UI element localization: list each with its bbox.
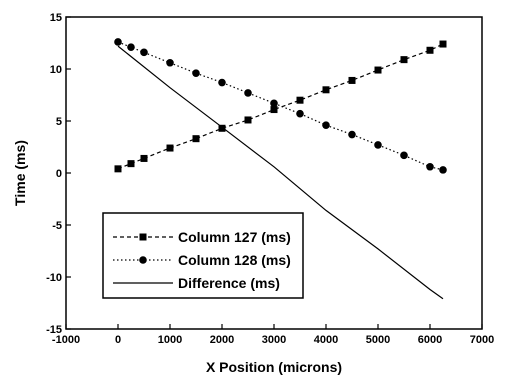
data-point [127,43,135,51]
data-point [114,38,122,46]
x-tick-label: 0 [115,334,121,346]
legend-label: Column 127 (ms) [178,229,291,245]
data-point [426,162,434,171]
data-point [127,160,135,168]
x-tick-label: 5000 [366,334,390,346]
data-point [140,154,148,162]
legend-label: Column 128 (ms) [178,252,291,268]
x-tick-label: -1000 [52,334,80,346]
data-point [426,46,434,54]
x-axis-title: X Position (microns) [206,359,342,375]
x-tick-label: 4000 [314,334,338,346]
data-point [439,166,447,174]
data-point [296,109,304,118]
x-tick-label: 1000 [158,334,182,346]
legend: Column 127 (ms) Column 128 (ms) Difference… [102,212,304,299]
data-point [374,66,382,74]
data-point [140,48,148,57]
y-axis-title: Time (ms) [12,140,28,206]
data-point [348,76,356,84]
data-point [270,106,278,114]
x-tick-label: 2000 [210,334,234,346]
data-point [114,165,122,173]
series-1 [114,40,447,173]
data-point [400,56,408,64]
series-line [117,45,444,300]
y-tick-label: -10 [46,272,62,284]
data-point [296,96,304,104]
series-3 [117,45,444,300]
data-point [322,121,330,129]
x-tick-label: 7000 [470,334,494,346]
legend-label: Difference (ms) [178,275,280,291]
y-tick-label: -5 [52,220,62,232]
data-point [244,89,252,97]
data-point [270,99,278,108]
data-point [374,141,382,149]
y-tick-label: 10 [50,64,62,76]
y-tick-label: 5 [56,116,62,128]
series-line [117,43,444,170]
data-point [166,144,174,152]
data-point [218,78,226,87]
data-point [400,151,408,160]
data-point [348,130,356,139]
legend-marker [139,233,147,241]
y-tick-label: -15 [46,324,62,336]
series-2 [114,38,447,174]
y-tick-label: 15 [50,12,62,24]
data-point [218,124,226,132]
data-point [439,40,447,48]
legend-marker [139,256,147,264]
data-point [166,58,174,67]
data-point [192,135,200,143]
data-point [322,86,330,94]
data-point [244,116,252,124]
legend-box [102,212,304,299]
data-point [192,69,200,77]
y-tick-label: 0 [56,168,62,180]
series-line [117,41,444,171]
x-tick-label: 3000 [262,334,286,346]
x-tick-label: 6000 [418,334,442,346]
